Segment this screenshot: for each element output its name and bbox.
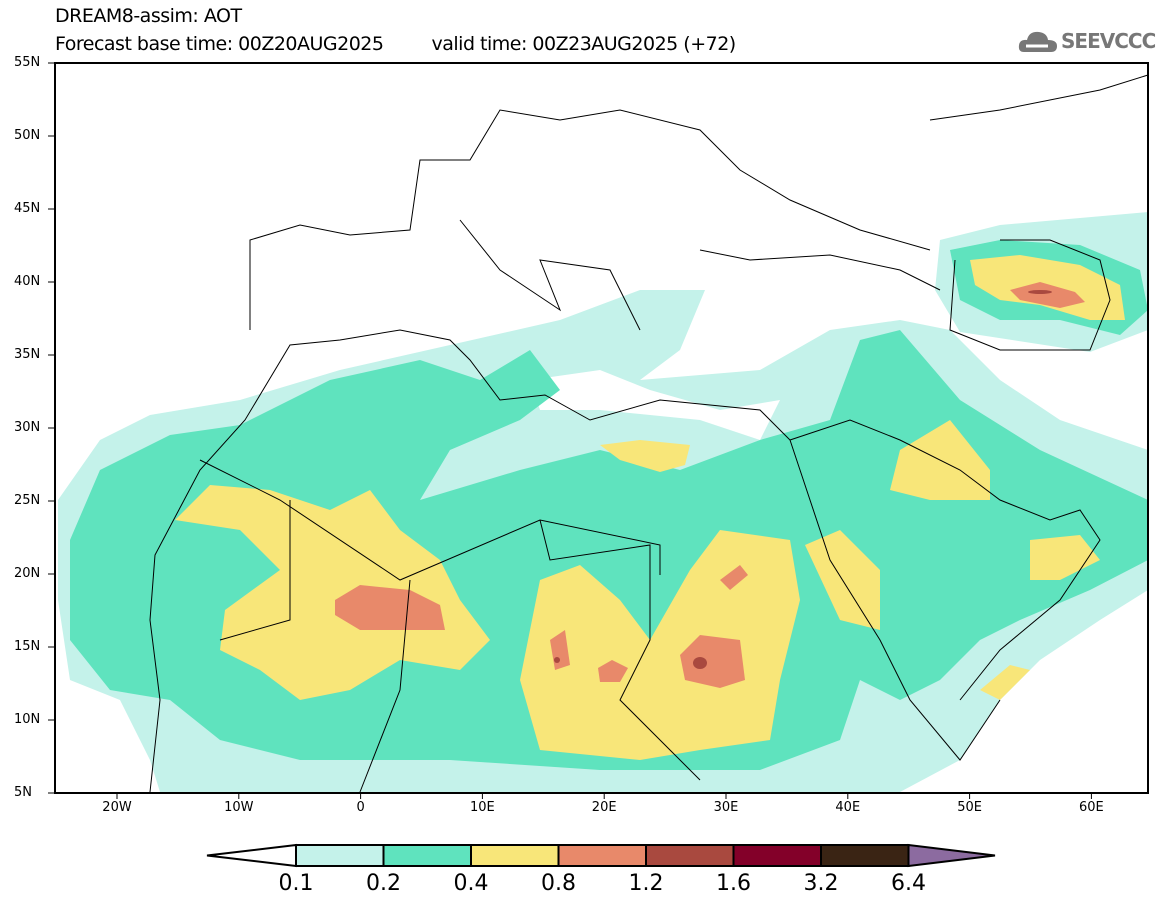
lat-label: 45N: [14, 201, 41, 216]
lat-label: 50N: [14, 128, 41, 143]
aot-level-0.4: [980, 665, 1030, 700]
lon-label: 10E: [470, 800, 495, 815]
colorbar-label: 0.4: [453, 871, 489, 896]
aot-level-0.8: [335, 585, 445, 630]
lon-label: 40E: [835, 800, 861, 815]
lat-label: 30N: [14, 420, 41, 435]
lon-label: 50E: [957, 800, 982, 815]
lon-label: 10W: [224, 800, 254, 815]
colorbar-label: 6.4: [891, 871, 926, 896]
seevccc-logo: SEEVCCC: [1018, 28, 1156, 54]
colorbar-label: 1.2: [628, 871, 664, 896]
lon-label: 0: [356, 800, 365, 815]
aot-level-0.8: [680, 635, 745, 688]
map-title: DREAM8-assim: AOT: [55, 5, 242, 27]
lat-label: 55N: [14, 55, 41, 70]
logo-text: SEEVCCC: [1061, 29, 1156, 53]
aot-level-1.2: [1028, 290, 1052, 294]
colorbar-label: 0.1: [278, 871, 314, 896]
coastlines-borders: [149, 74, 1149, 793]
lat-label: 15N: [14, 639, 41, 654]
aot-level-0.4: [175, 485, 490, 700]
colorbar-segment: [820, 844, 910, 867]
lat-label: 20N: [14, 566, 41, 581]
colorbar-segment: [382, 844, 472, 867]
time-info: Forecast base time: 00Z20AUG2025 valid ti…: [55, 33, 736, 55]
lat-label: 40N: [14, 274, 41, 289]
lon-label: 20W: [102, 800, 132, 815]
lon-label: 30E: [713, 800, 739, 815]
aot-level-0.8: [598, 660, 628, 682]
colorbar-label: 1.6: [716, 871, 751, 896]
colorbar: [206, 843, 996, 868]
colorbar-segment: [295, 844, 385, 867]
lon-label: 20E: [591, 800, 617, 815]
aot-level-1.2: [693, 657, 707, 669]
aot-level-0.4: [1030, 535, 1100, 580]
lat-label: 35N: [14, 347, 41, 362]
colorbar-segment: [557, 844, 647, 867]
colorbar-segment: [470, 844, 560, 867]
colorbar-label: 0.2: [366, 871, 401, 896]
aot-level-0.8: [1010, 282, 1085, 308]
valid-time: valid time: 00Z23AUG2025 (+72): [431, 33, 737, 55]
lon-label: 60E: [1079, 800, 1104, 815]
aot-field: [58, 212, 1148, 792]
lat-label: 25N: [14, 493, 41, 508]
base-time: Forecast base time: 00Z20AUG2025: [55, 33, 384, 55]
colorbar-segment-low: [206, 843, 297, 868]
colorbar-segment-high: [907, 843, 996, 868]
lat-label: 10N: [14, 712, 41, 727]
aot-level-0.4: [600, 440, 690, 472]
colorbar-segment: [732, 844, 822, 867]
aot-level-1.2: [554, 657, 560, 663]
aot-gap: [530, 370, 780, 440]
colorbar-label: 3.2: [803, 871, 839, 896]
lat-label: 5N: [14, 785, 32, 800]
aot-level-0.8: [720, 565, 748, 590]
cloud-icon: [1018, 31, 1057, 52]
colorbar-segment: [645, 844, 735, 867]
colorbar-label: 0.8: [541, 871, 576, 896]
